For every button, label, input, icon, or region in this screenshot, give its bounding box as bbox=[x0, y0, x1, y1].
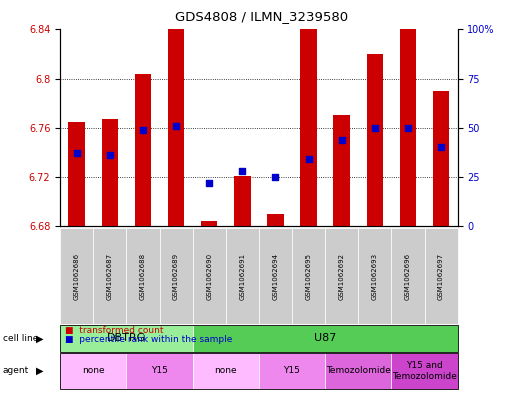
Bar bbox=[400, 29, 416, 226]
Point bbox=[371, 125, 379, 131]
Point bbox=[304, 156, 313, 162]
Text: GSM1062689: GSM1062689 bbox=[173, 253, 179, 299]
Point bbox=[106, 152, 114, 158]
Text: agent: agent bbox=[3, 367, 29, 375]
Text: GSM1062688: GSM1062688 bbox=[140, 253, 146, 299]
Text: Y15: Y15 bbox=[151, 367, 168, 375]
Text: cell line: cell line bbox=[3, 334, 38, 343]
Text: GSM1062686: GSM1062686 bbox=[74, 253, 79, 299]
Bar bbox=[334, 116, 350, 226]
Text: none: none bbox=[214, 367, 237, 375]
Bar bbox=[367, 54, 383, 226]
Point bbox=[73, 150, 81, 156]
Point bbox=[404, 125, 412, 131]
Bar bbox=[201, 221, 218, 226]
Text: ■  transformed count: ■ transformed count bbox=[65, 327, 164, 335]
Text: DBTRG: DBTRG bbox=[107, 333, 146, 343]
Point bbox=[271, 174, 280, 180]
Text: GSM1062696: GSM1062696 bbox=[405, 253, 411, 299]
Point bbox=[205, 180, 213, 186]
Text: GSM1062691: GSM1062691 bbox=[240, 253, 245, 299]
Text: GSM1062697: GSM1062697 bbox=[438, 253, 444, 299]
Text: ▶: ▶ bbox=[36, 333, 43, 343]
Text: Y15 and
Temozolomide: Y15 and Temozolomide bbox=[392, 361, 457, 381]
Point bbox=[238, 168, 246, 174]
Text: GSM1062692: GSM1062692 bbox=[339, 253, 345, 299]
Text: ■  percentile rank within the sample: ■ percentile rank within the sample bbox=[65, 336, 233, 344]
Point bbox=[337, 136, 346, 143]
Bar bbox=[101, 119, 118, 226]
Text: none: none bbox=[82, 367, 105, 375]
Bar bbox=[300, 29, 317, 226]
Text: GSM1062693: GSM1062693 bbox=[372, 253, 378, 299]
Point bbox=[172, 123, 180, 129]
Bar bbox=[168, 29, 185, 226]
Bar bbox=[433, 91, 449, 226]
Text: GDS4808 / ILMN_3239580: GDS4808 / ILMN_3239580 bbox=[175, 10, 348, 23]
Bar bbox=[267, 214, 283, 226]
Text: GSM1062690: GSM1062690 bbox=[206, 253, 212, 299]
Text: U87: U87 bbox=[314, 333, 336, 343]
Text: GSM1062687: GSM1062687 bbox=[107, 253, 113, 299]
Text: ▶: ▶ bbox=[36, 366, 43, 376]
Bar bbox=[234, 176, 251, 226]
Point bbox=[437, 144, 445, 151]
Bar bbox=[135, 74, 151, 226]
Point bbox=[139, 127, 147, 133]
Bar bbox=[69, 121, 85, 226]
Text: Y15: Y15 bbox=[283, 367, 300, 375]
Text: GSM1062695: GSM1062695 bbox=[305, 253, 312, 299]
Text: GSM1062694: GSM1062694 bbox=[272, 253, 278, 299]
Text: Temozolomide: Temozolomide bbox=[326, 367, 391, 375]
